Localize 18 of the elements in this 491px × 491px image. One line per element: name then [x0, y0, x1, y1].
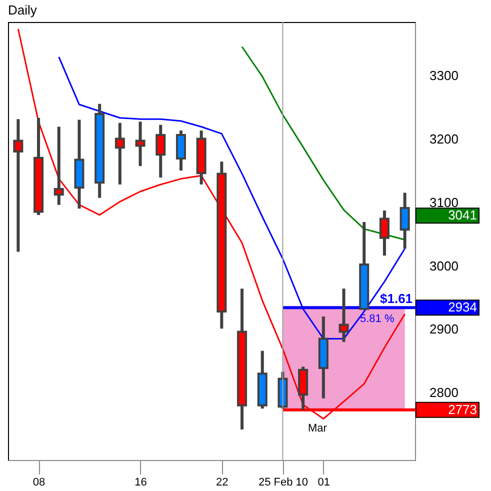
y-tick-label: 3300 — [430, 68, 458, 83]
x-tick-label: 22 — [216, 476, 228, 488]
text: 3041 — [448, 208, 477, 223]
x-tick-label: 01 — [318, 476, 330, 488]
y-tick-label: 2900 — [430, 322, 458, 337]
annotation: 5.81 % — [360, 312, 394, 325]
y-tick-label: 3200 — [430, 131, 458, 146]
x-tick-label: 08 — [32, 476, 46, 488]
ref-line-label: 2934 — [448, 300, 477, 315]
x-tick-label: 25 Feb 10 — [258, 476, 308, 488]
y-tick-label: 3100 — [430, 194, 458, 210]
annotation: Mar — [308, 422, 328, 435]
annotation: $1.61 — [380, 290, 413, 306]
ref-line-label: 2773 — [448, 402, 477, 417]
y-tick-label: 2800 — [430, 385, 458, 400]
y-tick-label: 3000 — [430, 258, 458, 274]
chart-title: Daily — [8, 2, 38, 18]
x-tick-label: 16 — [134, 476, 147, 488]
